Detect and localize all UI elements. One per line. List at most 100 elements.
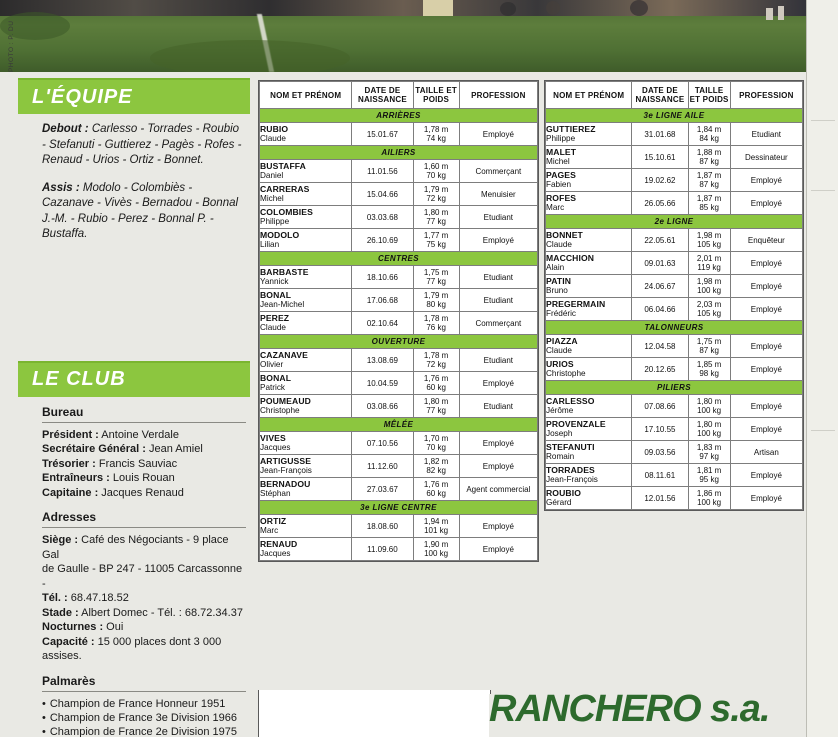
player-profession: Employé — [729, 463, 804, 487]
spectator-blob — [630, 0, 648, 16]
club-line-value: de Gaulle - BP 247 - 11005 Carcassonne - — [42, 563, 243, 590]
club-body: Bureau Président : Antoine Verdale Secré… — [18, 405, 250, 737]
player-birthdate: 12.01.56 — [631, 486, 689, 510]
player-firstname: Jean-François — [260, 466, 312, 475]
club-line: Secrétaire Général : Jean Amiel — [42, 442, 246, 457]
player-firstname: Claude — [260, 134, 286, 143]
player-birthdate: 11.12.60 — [351, 454, 414, 478]
player-weight: 77 kg — [426, 277, 446, 286]
club-line: Capitaine : Jacques Renaud — [42, 486, 246, 501]
photo-credit: PHOTO : P. DU — [8, 20, 15, 72]
table-row: PIAZZA Claude 12.04.58 1,75 m 87 kg Employé — [544, 334, 804, 358]
player-leg — [778, 6, 784, 20]
player-weight: 97 kg — [699, 452, 719, 461]
player-birthdate: 24.06.67 — [631, 274, 689, 298]
player-birthdate: 08.11.61 — [631, 463, 689, 487]
player-weight: 82 kg — [426, 466, 446, 475]
section-label: PILIERS — [545, 380, 803, 395]
right-margin — [806, 0, 838, 737]
table-section-row: AILIERS — [259, 145, 538, 160]
player-height: 1,80 m — [423, 397, 449, 406]
assis-text: Modolo - Colombiès - Cazanave - Vivès - … — [42, 181, 239, 241]
player-name-cell: RUBIO Claude — [258, 122, 353, 146]
player-height: 1,83 m — [696, 443, 722, 452]
player-birthdate: 09.01.63 — [631, 251, 689, 275]
player-firstname: Philippe — [260, 217, 290, 226]
player-firstname: Jacques — [260, 549, 291, 558]
player-lastname: BARBASTE — [260, 266, 309, 277]
player-size-weight: 1,82 m 82 kg — [412, 454, 460, 478]
section-label: 2e LIGNE — [545, 214, 803, 229]
player-firstname: Claude — [546, 240, 572, 249]
player-firstname: Olivier — [260, 360, 284, 369]
player-birthdate: 26.10.69 — [351, 228, 414, 252]
table-row: MODOLO Lilian 26.10.69 1,77 m 75 kg Employé — [258, 228, 539, 252]
player-profession: Etudiant — [458, 348, 539, 372]
player-firstname: Yannick — [260, 277, 289, 286]
player-lastname: PROVENZALE — [546, 418, 606, 429]
table-row: ORTIZ Marc 18.08.60 1,94 m 101 kg Employé — [258, 514, 539, 538]
player-profession: Employé — [729, 357, 804, 381]
player-height: 2,01 m — [696, 254, 722, 263]
player-size-weight: 2,01 m 119 kg — [687, 251, 731, 275]
player-firstname: Michel — [546, 157, 570, 166]
equipe-body: Debout : Carlesso - Torrades - Roubio - … — [18, 122, 250, 243]
player-height: 1,90 m — [423, 540, 449, 549]
player-profession: Employé — [458, 122, 539, 146]
table-row: CARRERAS Michel 15.04.66 1,79 m 72 kg Menuisi… — [258, 182, 539, 206]
player-weight: 105 kg — [697, 309, 722, 318]
player-profession: Employé — [458, 371, 539, 395]
table-row: CARLESSO Jérôme 07.08.66 1,80 m 100 kg Employ… — [544, 394, 804, 418]
player-birthdate: 27.03.67 — [351, 477, 414, 501]
club-line-label: Siège : — [42, 534, 79, 546]
table-row: MACCHION Alain 09.01.63 2,01 m 119 kg Employé — [544, 251, 804, 275]
club-line-value: Café des Négociants - 9 place Gal — [42, 534, 229, 561]
club-line: de Gaulle - BP 247 - 11005 Carcassonne - — [42, 562, 246, 591]
divider — [42, 421, 246, 423]
player-name-cell: PREGERMAIN Frédéric — [544, 297, 633, 321]
player-birthdate: 03.03.68 — [351, 205, 414, 229]
player-size-weight: 1,79 m 72 kg — [412, 182, 460, 206]
table-header-row: NOM ET PRÉNOM DATE DE NAISSANCE TAILLE E… — [544, 81, 804, 109]
player-height: 1,98 m — [696, 277, 722, 286]
player-name-cell: RENAUD Jacques — [258, 537, 353, 561]
club-heading: LE CLUB — [32, 368, 126, 390]
player-weight: 72 kg — [426, 194, 446, 203]
player-height: 1,81 m — [696, 466, 722, 475]
player-size-weight: 1,80 m 100 kg — [687, 417, 731, 441]
player-height: 2,03 m — [696, 300, 722, 309]
club-line-label: Tél. : — [42, 592, 68, 604]
player-name-cell: ORTIZ Marc — [258, 514, 353, 538]
player-firstname: Christophe — [546, 369, 586, 378]
player-weight: 100 kg — [697, 429, 722, 438]
player-lastname: TORRADES — [546, 464, 595, 475]
table-row: PROVENZALE Joseph 17.10.55 1,80 m 100 kg Empl… — [544, 417, 804, 441]
player-firstname: Daniel — [260, 171, 284, 180]
player-name-cell: BONAL Patrick — [258, 371, 353, 395]
player-weight: 76 kg — [426, 323, 446, 332]
player-height: 1,76 m — [423, 374, 449, 383]
table-section-row: 2e LIGNE — [545, 214, 803, 229]
player-weight: 100 kg — [697, 406, 722, 415]
player-lastname: ORTIZ — [260, 515, 287, 526]
club-line-value: Jean Amiel — [145, 443, 203, 455]
player-name-cell: PEREZ Claude — [258, 311, 353, 335]
player-name-cell: BUSTAFFA Daniel — [258, 159, 353, 183]
table-row: STEFANUTI Romain 09.03.56 1,83 m 97 kg Artisa… — [544, 440, 804, 464]
palmares-title: Palmarès — [42, 673, 96, 688]
table-row: PATIN Bruno 24.06.67 1,98 m 100 kg Employé — [544, 274, 804, 298]
player-height: 1,80 m — [696, 397, 722, 406]
player-lastname: COLOMBIES — [260, 206, 313, 217]
player-profession: Employé — [729, 486, 804, 510]
table-section-row: PILIERS — [545, 380, 803, 395]
player-size-weight: 1,78 m 76 kg — [412, 311, 460, 335]
player-profession: Artisan — [729, 440, 804, 464]
player-birthdate: 07.10.56 — [351, 431, 414, 455]
table-row: COLOMBIES Philippe 03.03.68 1,80 m 77 kg Etud… — [258, 205, 539, 229]
turf-shadow — [150, 40, 350, 72]
col-header-nom: NOM ET PRÉNOM — [258, 81, 353, 109]
player-profession: Employé — [458, 454, 539, 478]
player-firstname: Alain — [546, 263, 565, 272]
player-height: 1,88 m — [696, 148, 722, 157]
col-header-profession: PROFESSION — [729, 81, 804, 109]
